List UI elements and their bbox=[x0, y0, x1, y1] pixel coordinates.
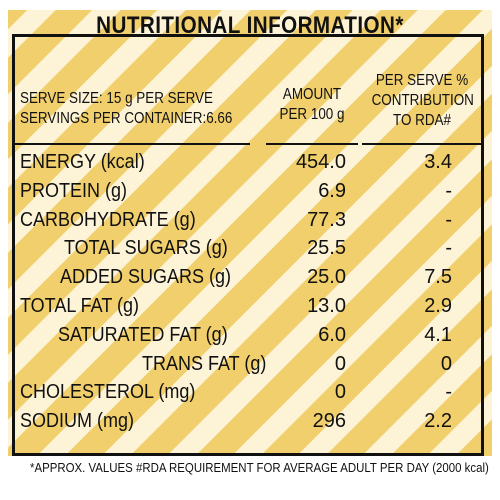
rda-header-line1: PER SERVE % bbox=[375, 72, 469, 89]
rda-contribution: 7.5 bbox=[424, 266, 452, 289]
label-title: NUTRITIONAL INFORMATION* bbox=[96, 12, 404, 39]
nutrient-row: CHOLESTEROL (mg) 0 - bbox=[12, 381, 484, 404]
amount-per-100g: 0 bbox=[334, 381, 346, 404]
amount-per-100g: 6.9 bbox=[318, 179, 346, 202]
nutrient-row: TOTAL SUGARS (g) 25.5 - bbox=[12, 237, 484, 260]
nutrient-name: TRANS FAT (g) bbox=[142, 352, 267, 375]
amount-per-100g: 25.5 bbox=[307, 237, 346, 260]
nutrient-row: TOTAL FAT (g) 13.0 2.9 bbox=[12, 295, 484, 318]
nutrient-name: TOTAL SUGARS (g) bbox=[64, 237, 228, 260]
nutrient-row: ADDED SUGARS (g) 25.0 7.5 bbox=[12, 266, 484, 289]
nutrient-name: PROTEIN (g) bbox=[20, 179, 128, 202]
amount-per-100g: 13.0 bbox=[307, 295, 346, 317]
amount-per-100g: 0 bbox=[334, 352, 346, 375]
rda-contribution: 2.2 bbox=[424, 410, 452, 433]
rda-contribution: - bbox=[445, 237, 452, 260]
divider-line bbox=[12, 143, 250, 145]
nutrient-row: CARBOHYDRATE (g) 77.3 - bbox=[12, 209, 484, 232]
nutrient-name: ADDED SUGARS (g) bbox=[60, 266, 232, 289]
amount-per-100g: 25.0 bbox=[307, 266, 346, 289]
nutrient-row: ENERGY (kcal) 454.0 3.4 bbox=[12, 151, 484, 174]
footnote: *APPROX. VALUES #RDA REQUIREMENT FOR AVE… bbox=[30, 460, 489, 475]
nutrient-name: SODIUM (mg) bbox=[20, 410, 135, 433]
nutrient-name: ENERGY (kcal) bbox=[20, 151, 145, 173]
nutrient-name: CHOLESTEROL (mg) bbox=[20, 381, 196, 404]
rda-header-line3: TO RDA# bbox=[392, 112, 452, 129]
nutrient-row: SODIUM (mg) 296 2.2 bbox=[12, 410, 484, 433]
rda-contribution: - bbox=[445, 208, 452, 231]
amount-per-100g: 454.0 bbox=[295, 151, 346, 173]
rda-contribution: 0 bbox=[440, 352, 452, 375]
amount-header-line1: AMOUNT bbox=[282, 86, 342, 103]
nutrition-table-border bbox=[12, 34, 484, 456]
servings-per-container-text: SERVINGS PER CONTAINER:6.66 bbox=[20, 110, 233, 127]
rda-contribution: 4.1 bbox=[424, 323, 452, 346]
divider-line bbox=[266, 143, 358, 145]
rda-header-line2: CONTRIBUTION bbox=[371, 92, 474, 109]
amount-per-100g: 296 bbox=[312, 410, 346, 433]
amount-header-line2: PER 100 g bbox=[279, 106, 345, 123]
nutrient-name: SATURATED FAT (g) bbox=[58, 323, 228, 346]
serve-size-text: SERVE SIZE: 15 g PER SERVE bbox=[20, 90, 213, 107]
amount-per-100g: 6.0 bbox=[318, 323, 346, 346]
nutrient-row: SATURATED FAT (g) 6.0 4.1 bbox=[12, 324, 484, 347]
rda-contribution: - bbox=[445, 381, 452, 404]
amount-per-100g: 77.3 bbox=[307, 208, 346, 231]
rda-contribution: 3.4 bbox=[424, 151, 452, 173]
nutrient-name: CARBOHYDRATE (g) bbox=[20, 208, 196, 231]
nutrition-label-background bbox=[8, 10, 492, 456]
rda-contribution: - bbox=[445, 179, 452, 202]
rda-contribution: 2.9 bbox=[424, 295, 452, 317]
nutrient-row: PROTEIN (g) 6.9 - bbox=[12, 180, 484, 203]
nutrient-name: TOTAL FAT (g) bbox=[20, 295, 140, 317]
divider-line bbox=[362, 143, 484, 145]
nutrient-row: TRANS FAT (g) 0 0 bbox=[12, 353, 484, 376]
